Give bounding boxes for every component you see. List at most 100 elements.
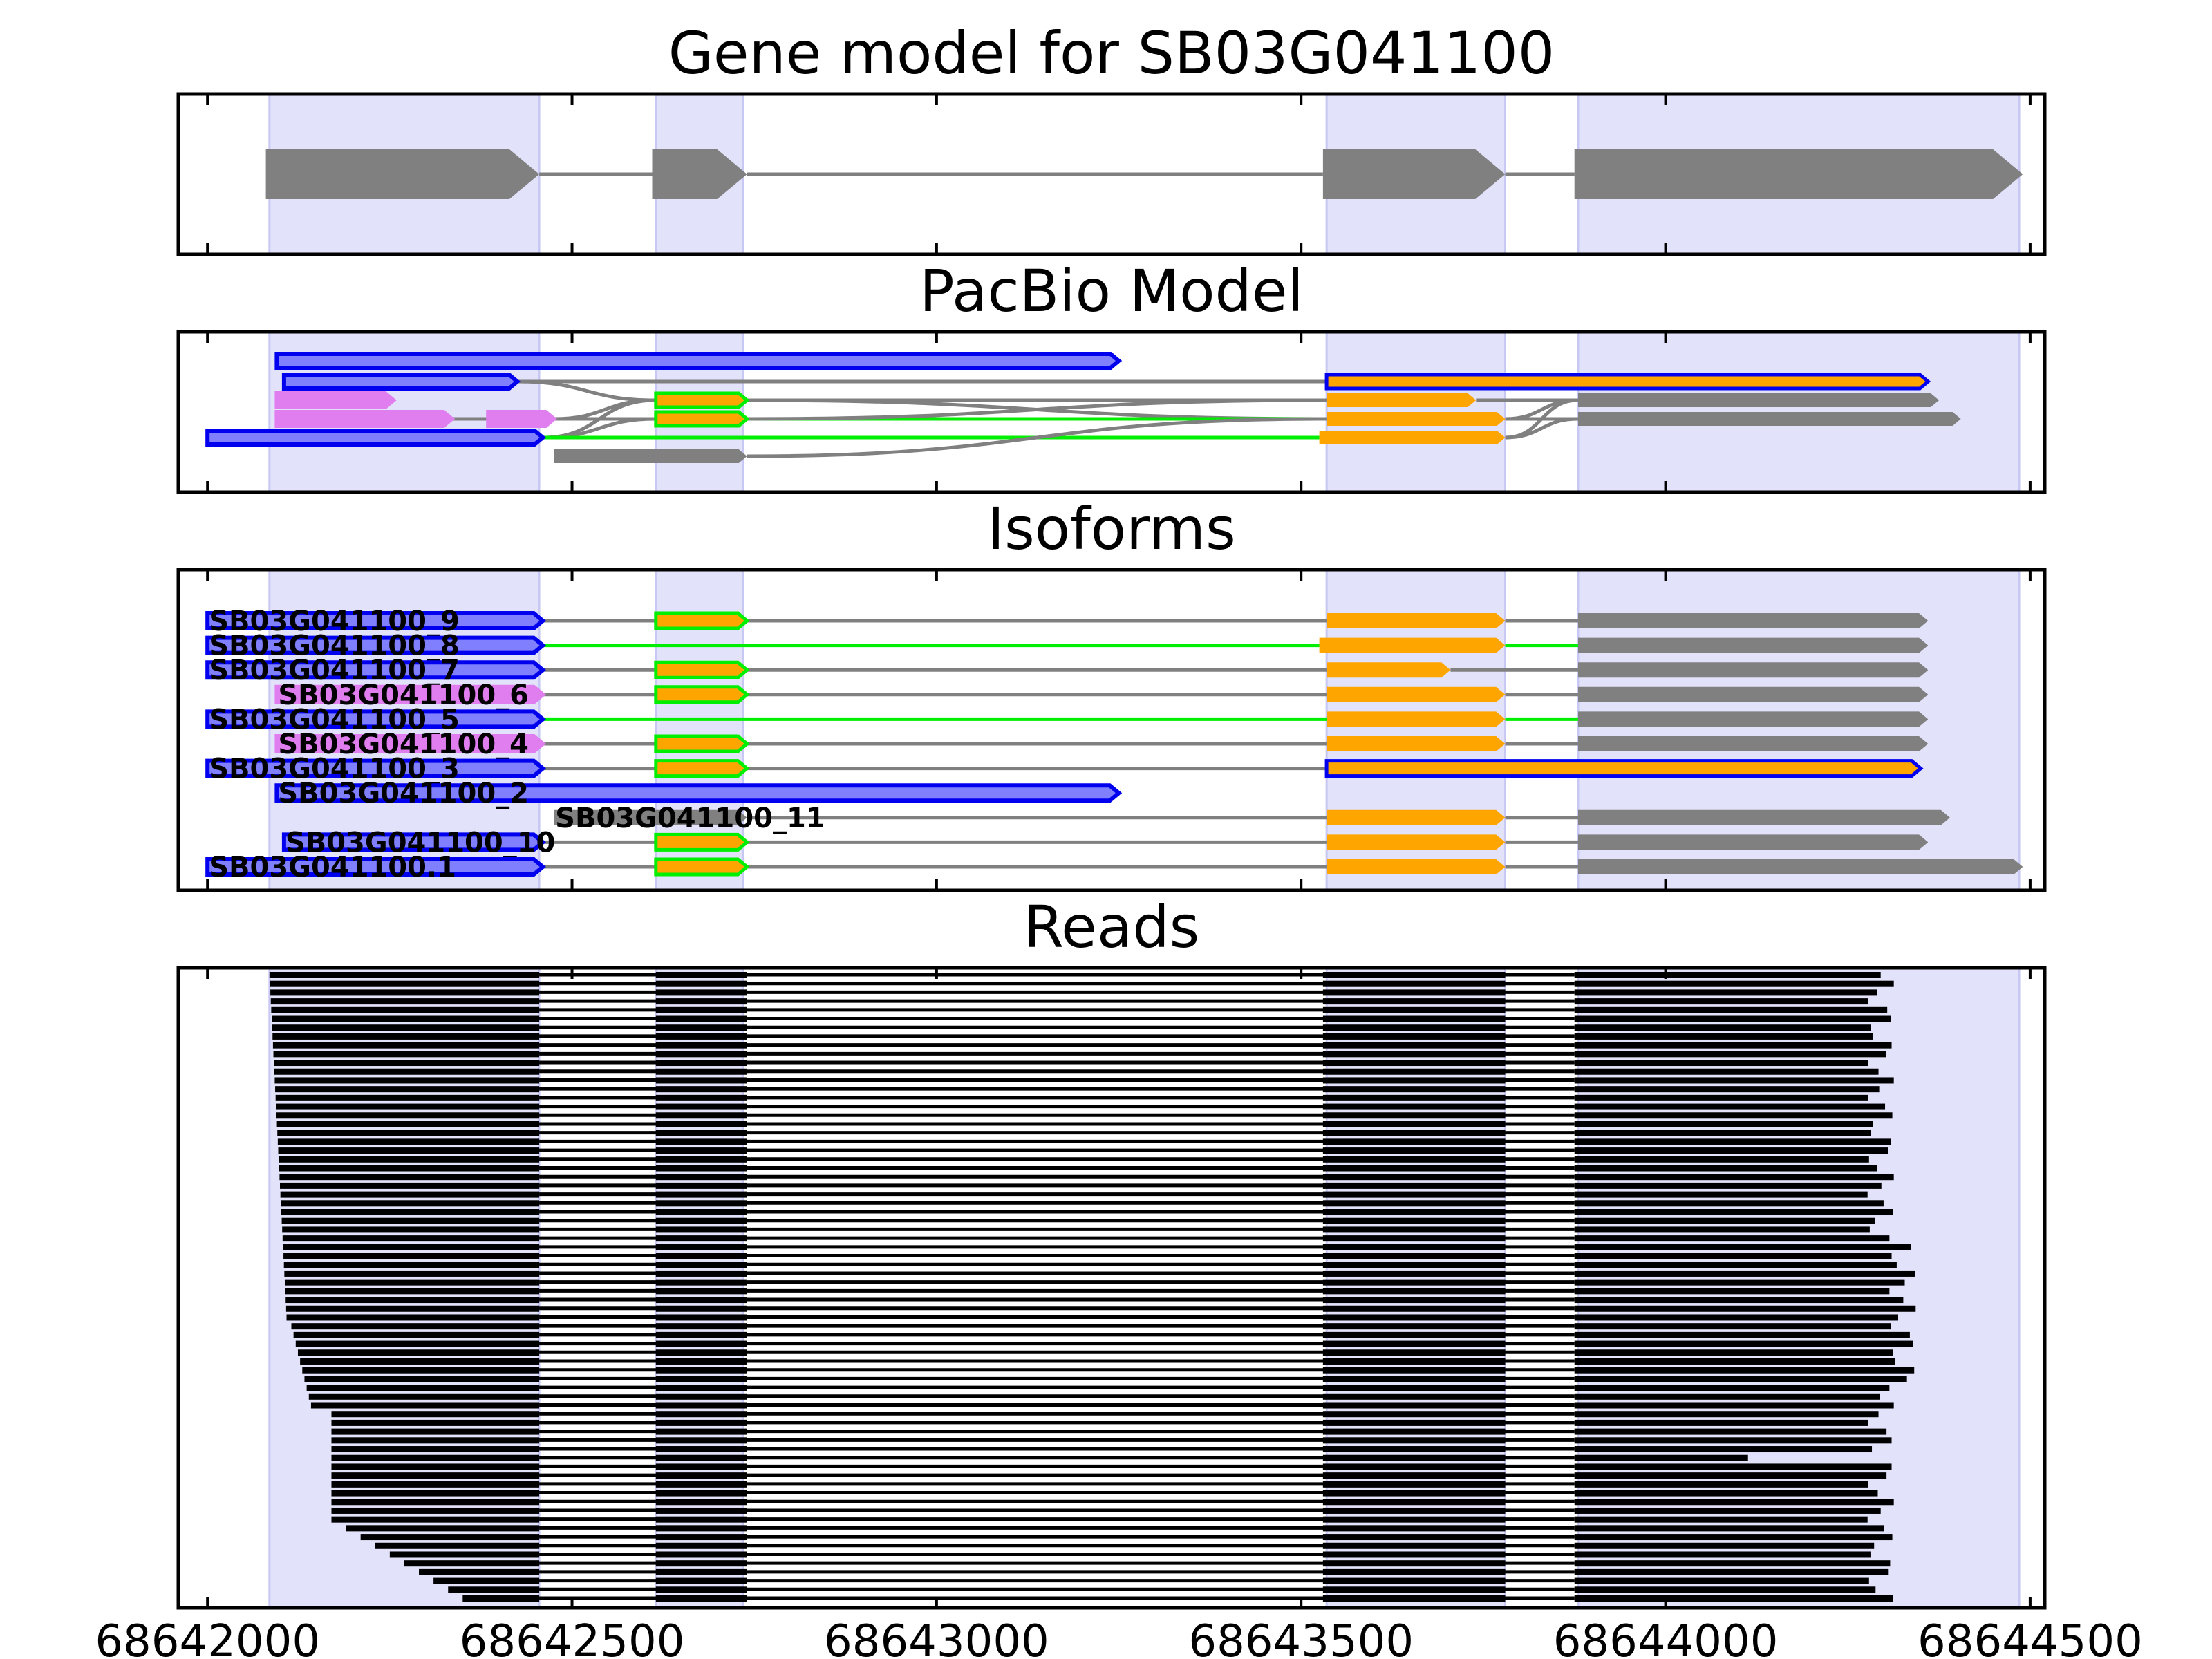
read-exon	[274, 1060, 540, 1067]
read-exon	[1574, 1235, 1890, 1242]
read-exon	[304, 1376, 540, 1382]
read-exon	[655, 1454, 747, 1461]
read-exon	[1322, 1411, 1506, 1418]
read-exon	[1574, 1472, 1887, 1479]
isoform-exon	[205, 857, 546, 877]
read-exon	[1574, 1393, 1880, 1400]
read-exon	[655, 989, 747, 996]
read-exon	[272, 1042, 540, 1049]
read-exon	[271, 1006, 540, 1013]
read-exon	[1322, 1577, 1506, 1584]
read-exon	[1322, 1331, 1506, 1338]
read-exon	[1322, 1094, 1506, 1101]
read-exon	[655, 1499, 747, 1506]
pacbio-exon-node	[274, 391, 397, 409]
pacbio-exon-node	[654, 410, 750, 428]
read-exon	[1322, 1217, 1506, 1224]
isoform-exon	[1578, 859, 2023, 874]
isoform-exon	[205, 758, 546, 778]
read-exon	[655, 1182, 747, 1189]
pacbio-model-title: PacBio Model	[919, 257, 1304, 325]
read-exon	[1574, 1411, 1879, 1418]
read-exon	[655, 1042, 747, 1049]
read-exon	[300, 1358, 540, 1365]
read-exon	[1574, 1244, 1911, 1250]
read-exon	[278, 1147, 540, 1154]
read-exon	[302, 1367, 540, 1374]
read-exon	[1574, 1253, 1892, 1259]
isoform-label: SB03G041100_11	[555, 803, 825, 834]
read-exon	[1574, 1323, 1891, 1330]
read-exon	[1574, 1349, 1893, 1356]
read-exon	[655, 1138, 747, 1145]
read-exon	[1322, 1253, 1506, 1259]
read-exon	[1322, 1446, 1506, 1453]
read-exon	[1574, 1568, 1889, 1575]
isoform-exon	[554, 809, 747, 825]
read-exon	[655, 1402, 747, 1409]
read-exon	[419, 1568, 540, 1575]
pacbio-exon-node	[205, 429, 546, 447]
read-exon	[1574, 1525, 1884, 1532]
read-exon	[1322, 1534, 1506, 1541]
read-exon	[1322, 989, 1506, 996]
read-exon	[655, 1568, 747, 1575]
isoform-exon	[205, 635, 546, 655]
read-exon	[1322, 1595, 1506, 1602]
read-exon	[360, 1534, 540, 1541]
read-exon	[1322, 1568, 1506, 1575]
read-exon	[1322, 1358, 1506, 1365]
pacbio-exon-node	[274, 352, 1123, 370]
read-exon	[1574, 1376, 1907, 1382]
read-exon	[1322, 1428, 1506, 1435]
read-exon	[389, 1551, 540, 1558]
read-exon	[284, 1270, 540, 1277]
isoform-exon	[654, 857, 750, 877]
gene-model-panel: Gene model for SB03G041100	[176, 19, 2047, 256]
x-tick-label: 68642500	[460, 1616, 685, 1659]
isoform-exon	[1327, 809, 1506, 825]
read-exon	[331, 1446, 540, 1453]
read-exon	[279, 1174, 540, 1181]
read-exon	[272, 1015, 540, 1022]
read-exon	[1574, 1086, 1880, 1093]
read-exon	[1574, 1165, 1877, 1172]
read-exon	[1322, 1385, 1506, 1391]
pacbio-exon-node	[281, 373, 521, 391]
read-exon	[276, 1103, 540, 1110]
read-exon	[1574, 1174, 1894, 1181]
isoform-exon	[1327, 711, 1506, 727]
gene-exon	[265, 149, 540, 199]
gene-exon	[1574, 149, 2023, 199]
isoforms-title: Isoforms	[987, 495, 1236, 563]
read-exon	[655, 1244, 747, 1250]
read-exon	[655, 980, 747, 987]
read-exon	[655, 1472, 747, 1479]
pacbio-exon-node	[1319, 431, 1506, 444]
read-exon	[1574, 1147, 1888, 1154]
read-exon	[282, 1235, 540, 1242]
read-exon	[655, 1112, 747, 1119]
read-exon	[1574, 1331, 1910, 1338]
read-exon	[655, 1253, 747, 1259]
x-tick-label: 68642000	[95, 1616, 320, 1659]
read-exon	[1574, 1490, 1878, 1497]
read-exon	[655, 1191, 747, 1198]
read-exon	[1322, 1262, 1506, 1268]
read-exon	[281, 1209, 540, 1216]
panel-frame	[176, 966, 2047, 1610]
read-exon	[1574, 1121, 1873, 1127]
read-exon	[1574, 1209, 1893, 1216]
read-exon	[462, 1595, 540, 1602]
read-exon	[1322, 1121, 1506, 1127]
read-exon	[1574, 1358, 1895, 1365]
read-exon	[281, 1200, 540, 1207]
read-exon	[655, 1297, 747, 1304]
isoform-label: SB03G041100_6	[278, 679, 529, 711]
read-exon	[1322, 1033, 1506, 1040]
read-exon	[272, 1033, 540, 1040]
read-exon	[1574, 1130, 1871, 1136]
read-exon	[1574, 1507, 1881, 1514]
isoform-label: SB03G041100_3	[209, 753, 460, 785]
